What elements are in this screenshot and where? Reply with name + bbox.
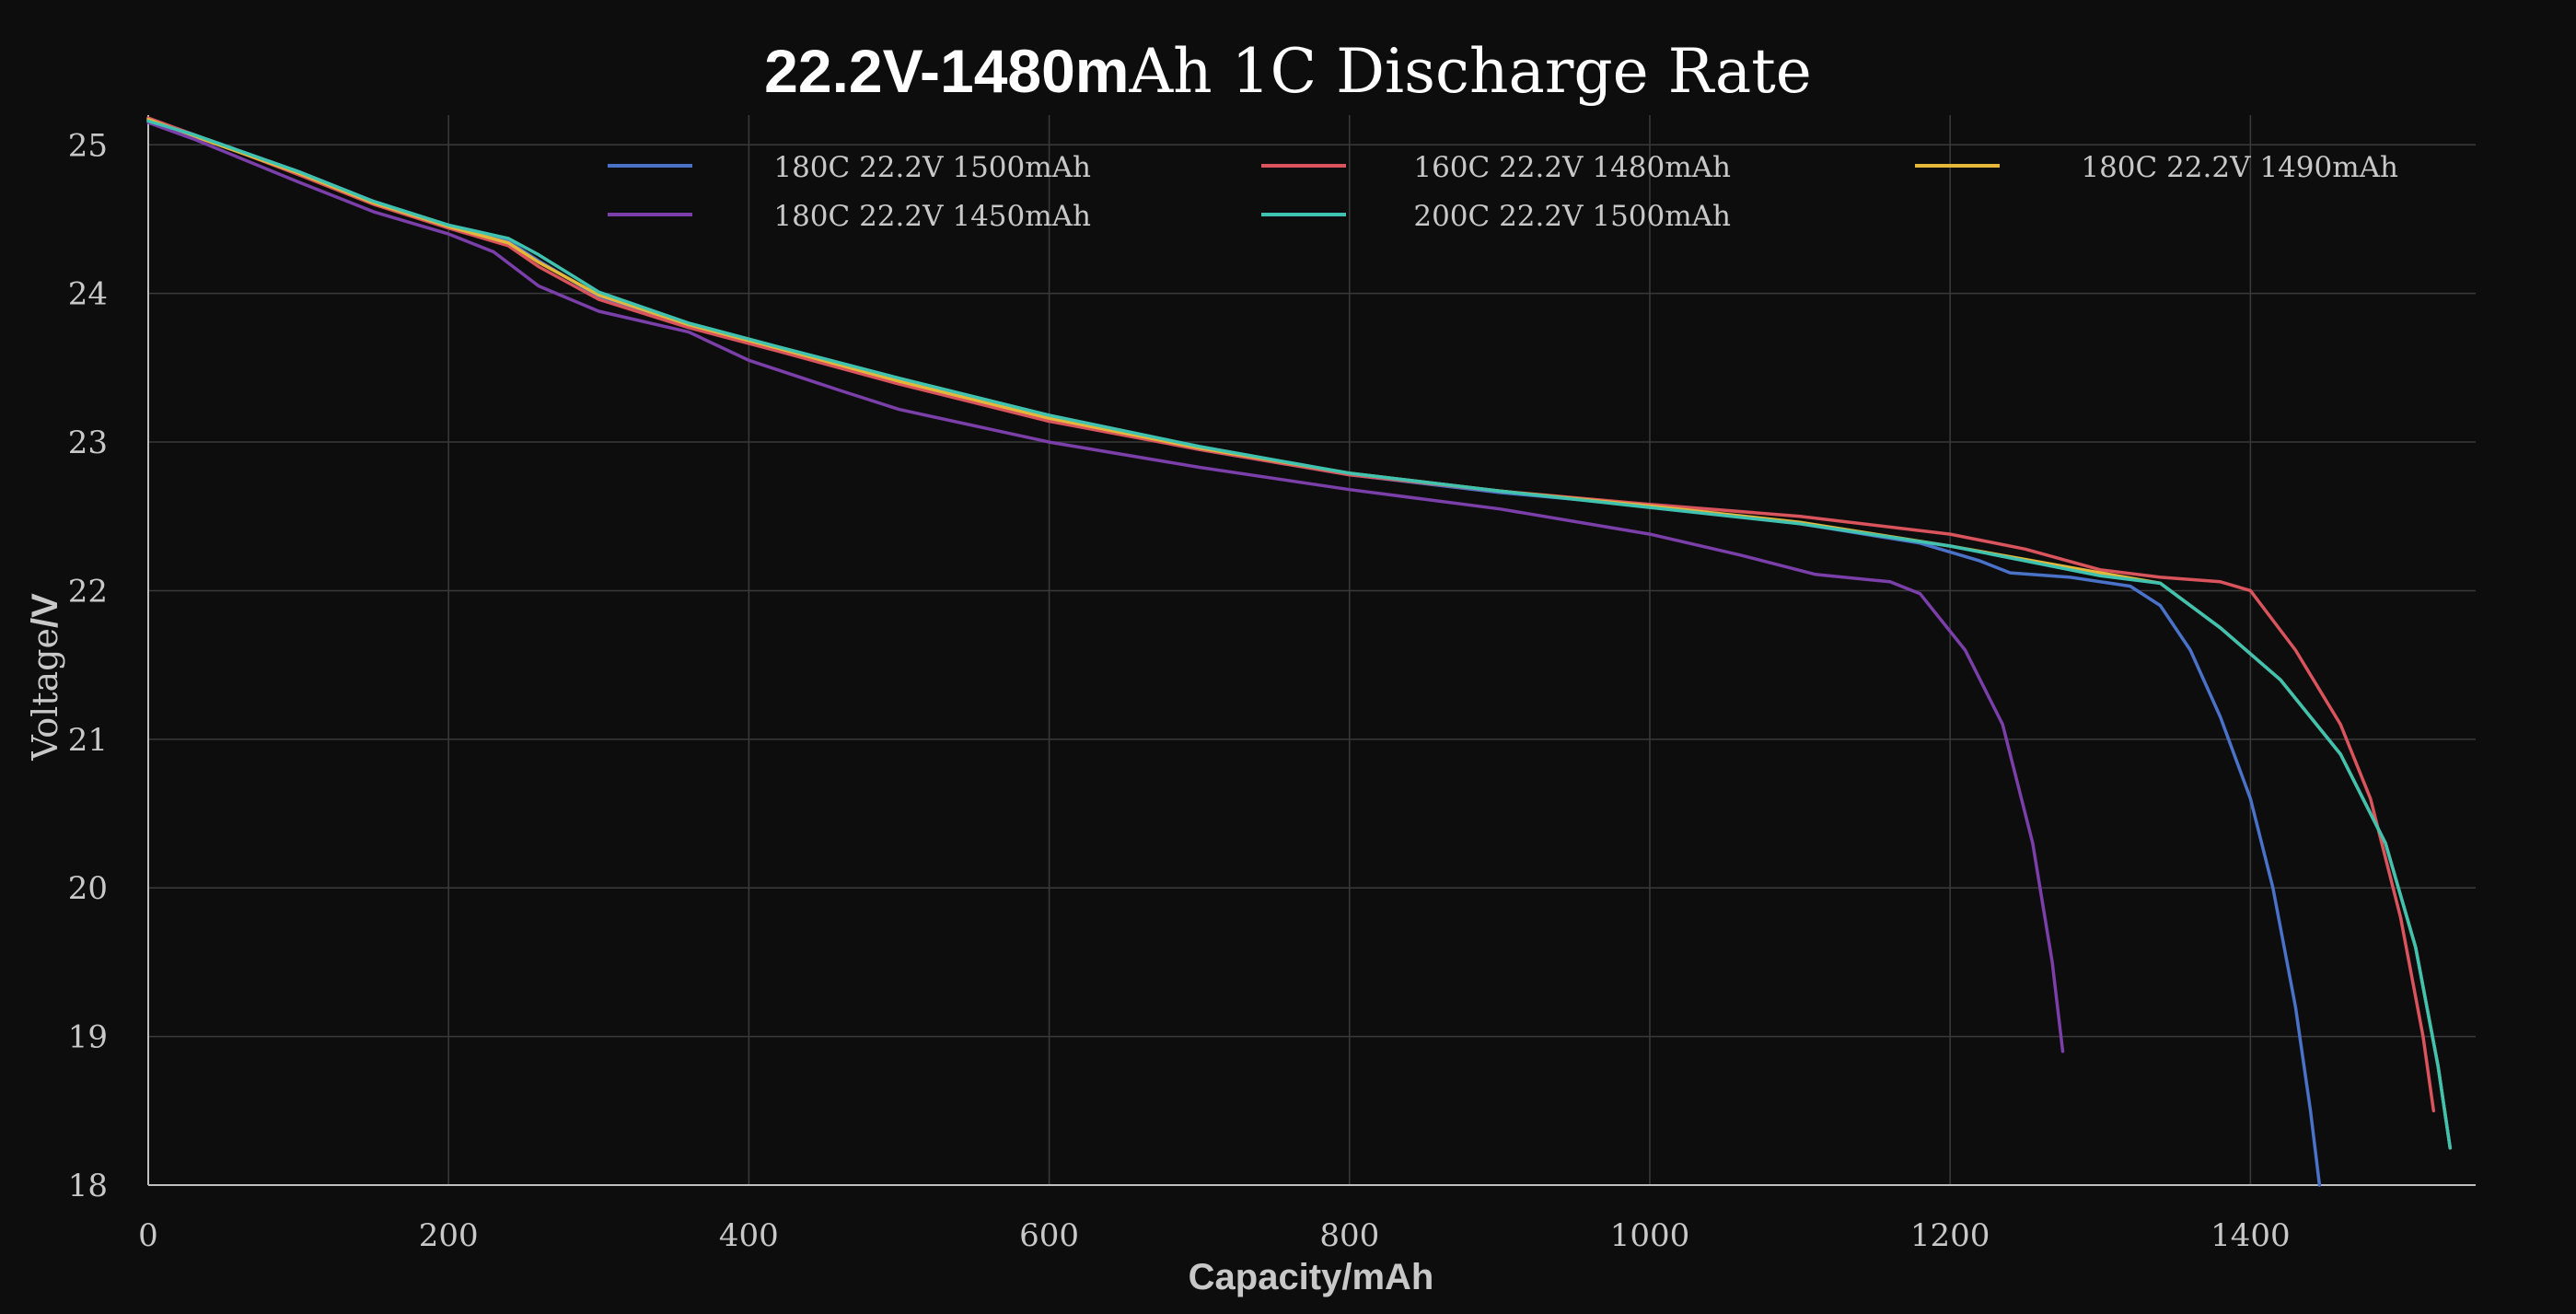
legend-label: 180C 22.2V 1500mAh (773, 151, 1091, 184)
y-tick-label: 19 (68, 1019, 108, 1056)
chart-title: 22.2V-1480mAh 1C Discharge Rate (764, 36, 1812, 107)
x-tick-label: 1200 (1910, 1217, 1990, 1254)
x-tick-label: 1400 (2210, 1217, 2291, 1254)
x-tick-label: 600 (1019, 1217, 1079, 1254)
x-tick-label: 800 (1319, 1217, 1379, 1254)
y-tick-label: 23 (68, 424, 108, 461)
y-tick-label: 25 (68, 127, 108, 164)
series-lines (146, 116, 2453, 1187)
y-tick-label: 22 (68, 573, 108, 610)
x-tick-label: 0 (138, 1217, 158, 1254)
y-tick-label: 20 (68, 870, 108, 907)
tick-labels: 18 19 20 21 22 23 24 25 0 200 400 600 800 1000 1200 140… (68, 127, 2291, 1254)
x-tick-label: 1000 (1610, 1217, 1690, 1254)
y-tick-label: 18 (68, 1168, 108, 1204)
x-tick-label: 400 (719, 1217, 779, 1254)
legend-label: 180C 22.2V 1490mAh (2081, 151, 2398, 184)
y-axis-label-main: Voltage (25, 628, 65, 762)
axes (147, 115, 2476, 1186)
y-axis-label-unit: /V (25, 593, 65, 628)
legend: 180C 22.2V 1500mAh 160C 22.2V 1480mAh 180C… (608, 151, 2398, 233)
y-tick-label: 21 (68, 722, 108, 759)
legend-label: 160C 22.2V 1480mAh (1413, 151, 1731, 184)
series-line (146, 119, 2453, 1150)
chart-title-bold: 22.2V-1480m (764, 37, 1129, 105)
series-line (146, 121, 2065, 1053)
chart-title-rest: Ah 1C Discharge Rate (1129, 36, 1812, 107)
legend-label: 200C 22.2V 1500mAh (1413, 200, 1731, 233)
y-tick-label: 24 (68, 276, 108, 313)
legend-label: 180C 22.2V 1450mAh (773, 200, 1091, 233)
x-tick-label: 200 (419, 1217, 479, 1254)
x-axis-label: Capacity/mAh (1189, 1257, 1434, 1297)
y-axis-label: Voltage/V (25, 593, 65, 762)
grid-lines (148, 115, 2476, 1185)
